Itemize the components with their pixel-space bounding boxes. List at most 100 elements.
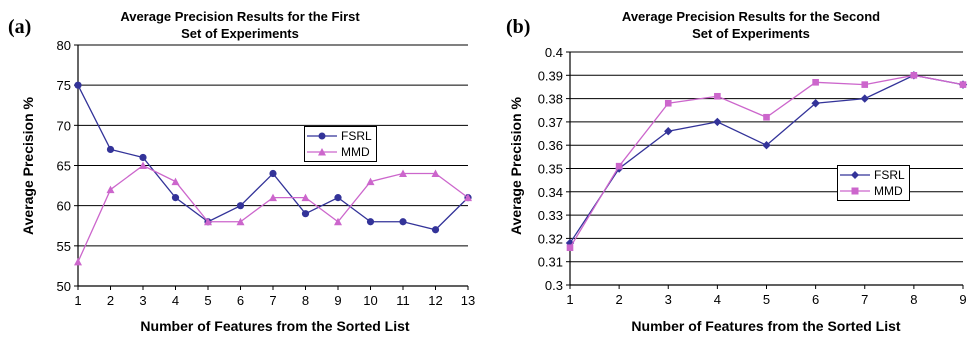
legend-item-mmd: MMD [840,183,905,199]
data-point [139,161,147,169]
legend-label-fsrl: FSRL [874,168,905,182]
y-tick-label: 0.38 [538,92,563,107]
x-tick-label: 9 [959,292,966,307]
x-tick-label: 4 [172,293,179,308]
data-point [763,113,770,121]
legend-label-mmd: MMD [874,184,903,198]
y-tick-label: 70 [57,118,71,133]
series-mmd [566,72,967,252]
data-point [171,177,180,186]
x-tick-label: 12 [428,293,442,308]
series-fsrl [565,71,968,248]
data-point [139,153,147,162]
data-point [431,169,440,178]
legend-item-fsrl: FSRL [840,167,905,183]
legend-swatch-mmd [840,187,870,195]
y-tick-label: 80 [57,38,71,53]
data-point [860,94,869,103]
chart-title-line-2: Set of Experiments [181,26,299,41]
legend-item-fsrl: FSRL [307,128,372,144]
x-tick-label: 5 [763,292,770,307]
x-tick-label: 3 [139,293,146,308]
x-tick-label: 2 [107,293,114,308]
x-tick-label: 13 [461,293,475,308]
panel-label: (b) [506,16,531,38]
x-tick-label: 8 [302,293,309,308]
y-tick-label: 55 [57,239,71,254]
data-point [106,145,115,154]
chart-title: Average Precision Results for the Second… [601,8,901,42]
data-point [236,202,245,210]
y-tick-label: 0.36 [538,138,563,153]
data-point [664,99,672,107]
data-point [269,193,277,202]
x-axis-label: Number of Features from the Sorted List [631,318,901,334]
x-tick-label: 4 [714,292,721,307]
x-tick-label: 5 [204,293,211,308]
data-point [615,162,623,170]
legend: FSRL MMD [837,165,910,201]
series-line [77,84,469,231]
x-tick-label: 2 [616,292,623,307]
x-tick-label: 6 [812,292,819,307]
legend-swatch-fsrl [840,171,870,179]
x-tick-label: 6 [237,293,244,308]
legend-swatch-mmd [307,148,337,156]
legend-label-mmd: MMD [341,145,370,159]
y-tick-label: 0.3 [545,278,563,293]
data-point [861,81,869,88]
data-point [171,194,180,202]
y-axis-label: Average Precision % [20,97,36,235]
data-point [713,117,722,127]
data-point [399,218,407,226]
y-tick-label: 0.4 [545,45,563,60]
data-point [664,127,673,136]
data-point [812,78,819,86]
data-point [464,193,472,202]
data-point [399,169,407,178]
chart-panel-a: (a) Average Precision Results for the Fi… [8,8,476,334]
data-point [714,92,721,100]
data-point [269,169,277,178]
y-tick-label: 0.34 [538,185,563,200]
y-tick-label: 0.31 [538,255,563,270]
series-line [77,164,469,263]
data-point [762,141,771,150]
y-tick-label: 0.33 [538,208,563,223]
x-tick-label: 7 [269,293,276,308]
y-axis-label: Average Precision % [508,97,524,235]
chart-title-line-1: Average Precision Results for the First [120,9,360,24]
legend-item-mmd: MMD [307,144,372,160]
data-point [366,218,375,226]
chart-title-line-1: Average Precision Results for the Second [621,9,881,24]
legend: FSRL MMD [304,126,377,162]
y-tick-label: 65 [57,159,71,174]
data-point [334,194,342,202]
data-point [959,81,967,88]
y-tick-label: 0.39 [538,68,563,83]
legend-label-fsrl: FSRL [341,129,372,143]
x-tick-label: 7 [861,292,868,307]
data-point [74,81,82,89]
y-tick-label: 75 [57,78,71,93]
x-tick-label: 11 [396,293,410,308]
data-point [334,217,342,226]
chart-title: Average Precision Results for the First … [90,8,390,42]
chart-panel-b: (b) Average Precision Results for the Se… [486,0,972,342]
data-point [565,238,575,248]
data-point [811,99,820,108]
x-axis-label: Number of Features from the Sorted List [140,318,410,334]
data-point [74,257,82,266]
series-line [569,74,964,244]
y-tick-label: 0.35 [538,162,563,177]
x-tick-label: 10 [363,293,377,308]
x-tick-label: 3 [665,292,672,307]
line-chart-b: 0.3 0.31 0.32 0.33 0.34 0.35 0.36 0.37 0.38 0.39 0… [538,45,968,307]
series-fsrl [74,81,472,234]
x-tick-label: 1 [74,293,81,308]
data-point [301,210,310,218]
series-mmd [74,161,472,266]
legend-swatch-fsrl [307,132,337,140]
data-point [236,217,245,226]
